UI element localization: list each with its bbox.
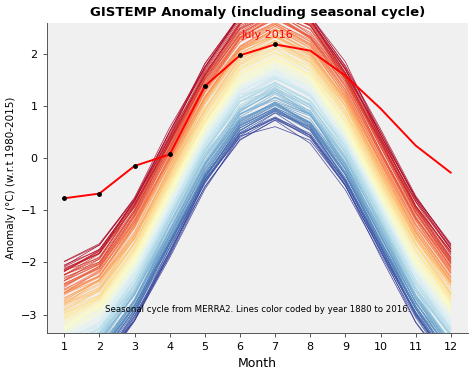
Y-axis label: Anomaly (°C) (w.r.t 1980-2015): Anomaly (°C) (w.r.t 1980-2015) bbox=[6, 97, 16, 259]
Text: July 2016: July 2016 bbox=[242, 30, 293, 40]
Text: Seasonal cycle from MERRA2. Lines color coded by year 1880 to 2016.: Seasonal cycle from MERRA2. Lines color … bbox=[105, 305, 410, 314]
X-axis label: Month: Month bbox=[238, 358, 277, 370]
Title: GISTEMP Anomaly (including seasonal cycle): GISTEMP Anomaly (including seasonal cycl… bbox=[90, 6, 425, 18]
